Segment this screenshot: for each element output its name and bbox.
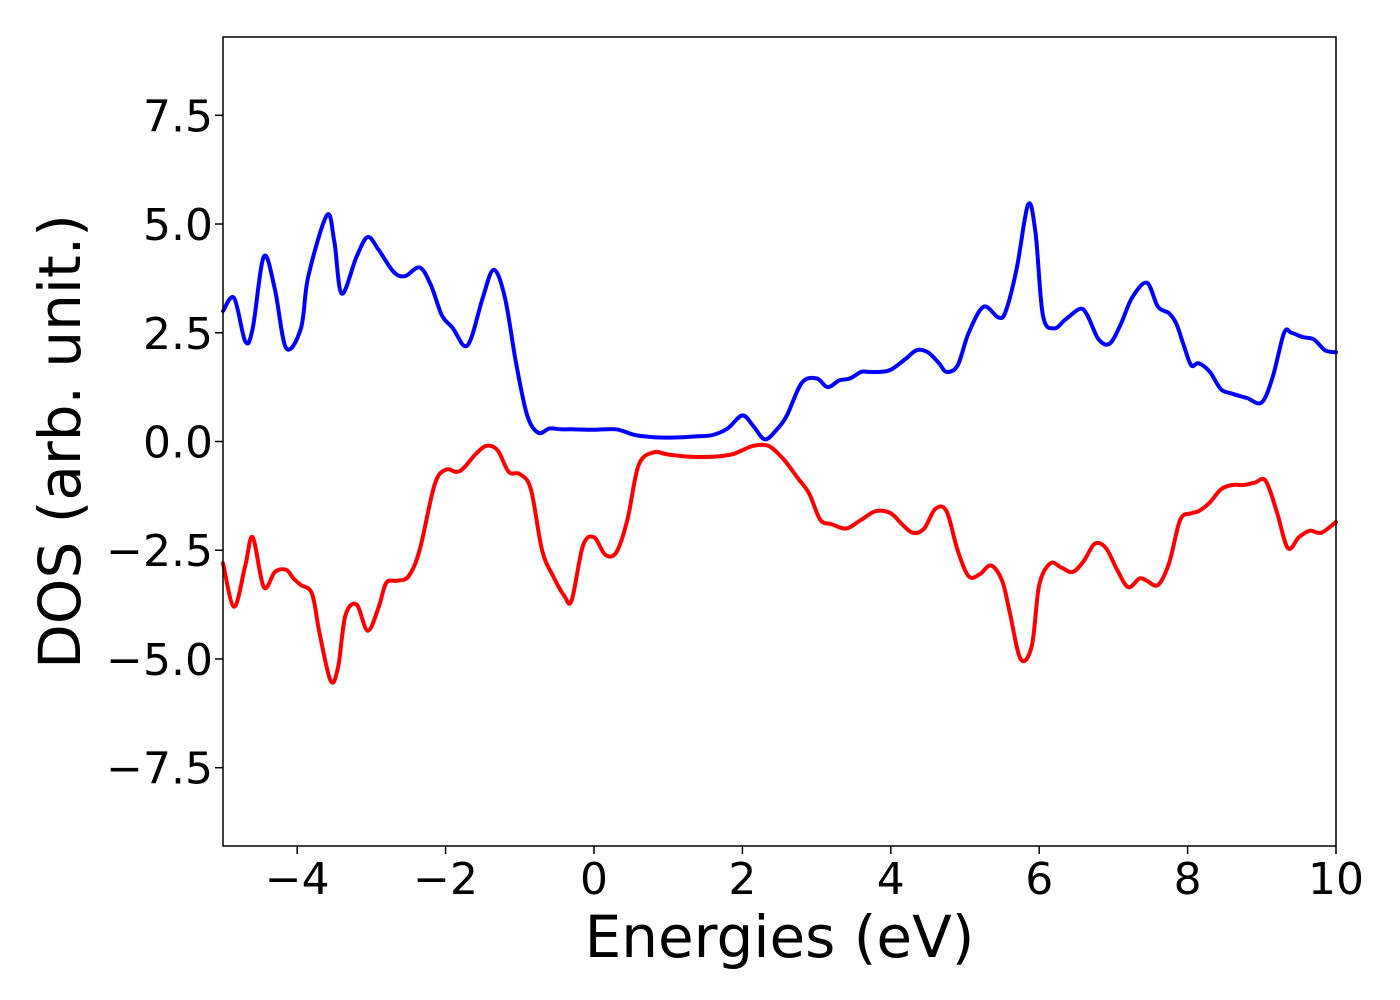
x-tick-label: 0 — [580, 854, 608, 905]
x-tick-label: −4 — [265, 854, 330, 905]
y-tick-label: 0.0 — [143, 418, 213, 469]
x-tick-label: 2 — [728, 854, 756, 905]
plot-frame — [222, 36, 1337, 847]
y-tick-label: −2.5 — [106, 526, 213, 577]
y-axis-ticks: 7.5 5.0 2.5 0.0 −2.5 −5.0 −7.5 — [106, 91, 223, 795]
series-line-1 — [221, 201, 1338, 442]
x-axis-ticks: −4 −2 0 2 4 6 8 10 — [265, 846, 1364, 905]
y-axis-label: DOS (arb. unit.) — [26, 214, 94, 669]
y-tick-label: 7.5 — [143, 91, 213, 142]
x-tick-label: −2 — [413, 854, 478, 905]
y-tick-label: −5.0 — [106, 635, 213, 686]
series-line-2 — [221, 442, 1338, 685]
y-tick-label: −7.5 — [106, 744, 213, 795]
x-tick-label: 8 — [1174, 854, 1202, 905]
x-tick-label: 6 — [1025, 854, 1053, 905]
y-tick-label: 5.0 — [143, 200, 213, 251]
x-tick-label: 10 — [1308, 854, 1364, 905]
x-tick-label: 4 — [877, 854, 905, 905]
series-layer — [221, 201, 1338, 685]
x-axis-label: Energies (eV) — [585, 903, 975, 971]
y-tick-label: 2.5 — [143, 309, 213, 360]
